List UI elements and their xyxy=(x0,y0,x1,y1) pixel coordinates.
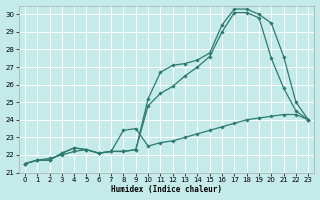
X-axis label: Humidex (Indice chaleur): Humidex (Indice chaleur) xyxy=(111,185,222,194)
